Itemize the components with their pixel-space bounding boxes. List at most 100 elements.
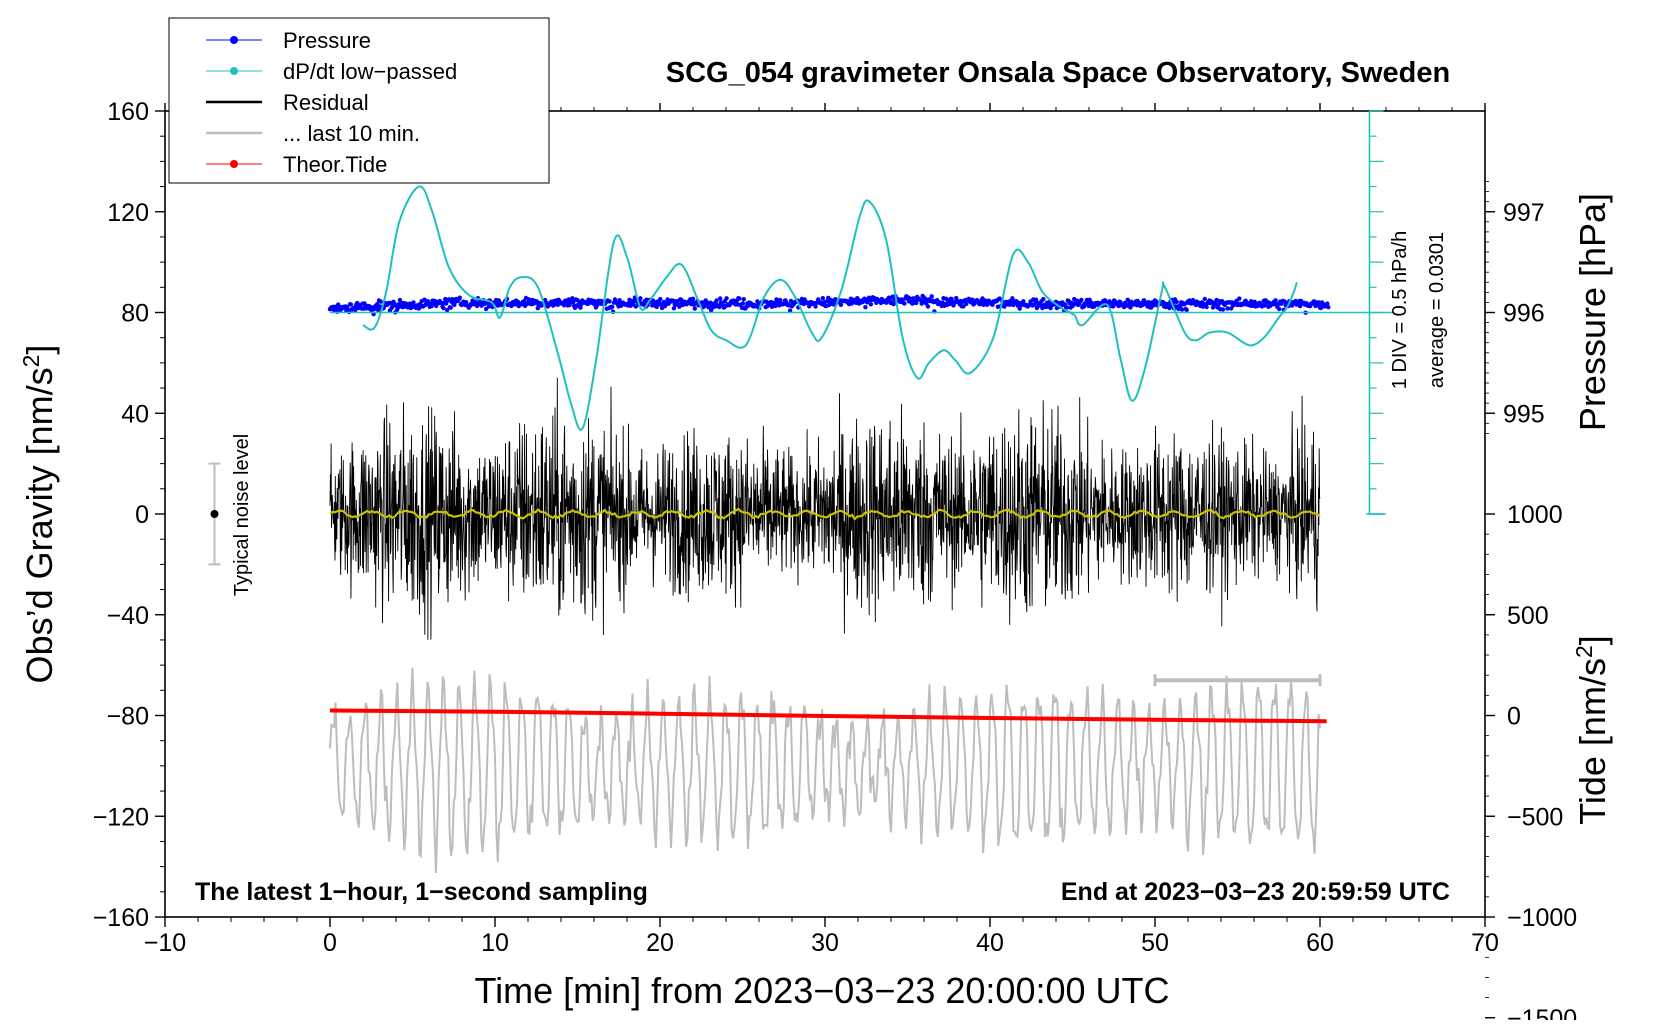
pressure-point (1204, 304, 1209, 310)
y-left-tick-label: 160 (107, 98, 149, 126)
pressure-point (828, 297, 834, 303)
x-tick-label: 20 (646, 929, 674, 957)
pressure-point (1293, 298, 1298, 304)
x-tick-label: 40 (976, 929, 1004, 957)
pressure-point (670, 298, 676, 303)
last-10-min-line (329, 667, 1321, 874)
pressure-point (526, 297, 531, 302)
annotation-sampling: The latest 1−hour, 1−second sampling (195, 878, 648, 906)
y-pressure-tick-label: 995 (1503, 400, 1545, 428)
pressure-point (891, 301, 896, 307)
running-mean-line (329, 507, 1321, 521)
pressure-point (740, 301, 746, 306)
pressure-point (1021, 299, 1026, 304)
pressure-point (925, 304, 931, 309)
y-left-tick-label: 80 (121, 300, 149, 328)
pressure-point (348, 302, 354, 307)
pressure-point (1079, 297, 1084, 303)
pressure-point (820, 296, 825, 301)
pressure-point (416, 306, 422, 311)
pressure-point (1326, 305, 1331, 310)
y-tide-tick-label: 500 (1507, 602, 1549, 630)
y-axis-pressure-title: Pressure [hPa] (1572, 193, 1613, 431)
pressure-point (741, 297, 746, 302)
legend-swatch-marker (230, 160, 238, 168)
pressure-point (486, 304, 491, 309)
y-left-tick-label: 0 (135, 501, 149, 529)
pressure-point (441, 305, 446, 311)
legend-swatch-marker (230, 36, 238, 44)
residual-line (329, 377, 1321, 640)
series-dpdt-low-passed (330, 185, 1395, 431)
pressure-point (607, 299, 612, 304)
legend: Pressure dP/dt low−passed Residual ... last… (168, 17, 550, 184)
x-tick-label: 70 (1471, 929, 1499, 957)
pressure-point (914, 300, 919, 306)
pressure-point (813, 304, 818, 309)
pressure-point (1318, 305, 1324, 311)
pressure-point (964, 301, 969, 307)
annotation-average: average = 0.0301 (1426, 232, 1448, 388)
y-tide-tick-label: −1000 (1507, 904, 1577, 932)
pressure-point (444, 307, 450, 313)
legend-label: Residual (283, 90, 369, 115)
y-left-tick-label: −40 (107, 602, 149, 630)
pressure-point (1316, 300, 1321, 305)
annotation-end-time: End at 2023−03−23 20:59:59 UTC (1061, 878, 1450, 906)
legend-label: ... last 10 min. (283, 121, 420, 146)
pressure-point (863, 305, 868, 310)
pressure-point (570, 296, 575, 301)
pressure-point (997, 296, 1002, 301)
y-pressure-tick-label: 996 (1503, 300, 1545, 328)
pressure-point (448, 305, 453, 310)
pressure-point (1277, 306, 1282, 312)
pressure-point (714, 298, 719, 303)
pressure-point (1273, 298, 1278, 303)
x-tick-label: 0 (323, 929, 337, 957)
y-left-tick-label: −80 (107, 703, 149, 731)
pressure-point (706, 305, 711, 310)
pressure-point (1248, 299, 1254, 304)
pressure-point (1033, 297, 1039, 302)
pressure-point (907, 296, 913, 301)
pressure-point (1237, 296, 1242, 301)
noise-bar-marker (210, 510, 219, 518)
chart-title: SCG_054 gravimeter Onsala Space Observat… (666, 57, 1450, 89)
pressure-point (434, 303, 439, 309)
x-axis-title: Time [min] from 2023−03−23 20:00:00 UTC (474, 970, 1169, 1011)
pressure-point (671, 306, 677, 311)
pressure-point (1216, 302, 1221, 308)
pressure-point (1032, 302, 1037, 307)
pressure-point (450, 297, 455, 302)
y-pressure-tick-label: 997 (1503, 199, 1545, 227)
y-axis-left-title: Obs’d Gravity [nm/s2] (18, 345, 60, 684)
annotation-div-scale: 1 DIV = 0.5 hPa/h (1389, 231, 1411, 389)
legend-label: dP/dt low−passed (283, 59, 457, 84)
x-tick-label: −10 (144, 929, 186, 957)
y-tide-tick-label: −500 (1507, 803, 1563, 831)
y-left-tick-label: 120 (107, 199, 149, 227)
pressure-point (1125, 297, 1130, 302)
legend-label: Pressure (283, 28, 371, 53)
pressure-point (718, 296, 723, 301)
legend-label: Theor.Tide (283, 152, 387, 177)
pressure-point (1220, 307, 1226, 312)
pressure-point (1225, 306, 1230, 311)
pressure-point (1179, 307, 1185, 312)
pressure-point (690, 296, 696, 301)
pressure-point (838, 302, 844, 307)
pressure-point (610, 304, 615, 309)
pressure-point (1178, 303, 1183, 308)
y-left-tick-label: −120 (93, 803, 149, 831)
annotation-graphics (208, 110, 1386, 687)
pressure-point (592, 299, 598, 304)
pressure-point (411, 300, 416, 305)
pressure-point (868, 302, 874, 307)
y-left-tick-label: 40 (121, 400, 149, 428)
pressure-point (1176, 306, 1181, 312)
annotation-noise-label: Typical noise level (231, 434, 253, 596)
pressure-point (375, 307, 381, 313)
y-tide-tick-label: −1500 (1507, 1005, 1577, 1020)
pressure-point (1064, 305, 1070, 310)
pressure-point (1174, 299, 1179, 304)
